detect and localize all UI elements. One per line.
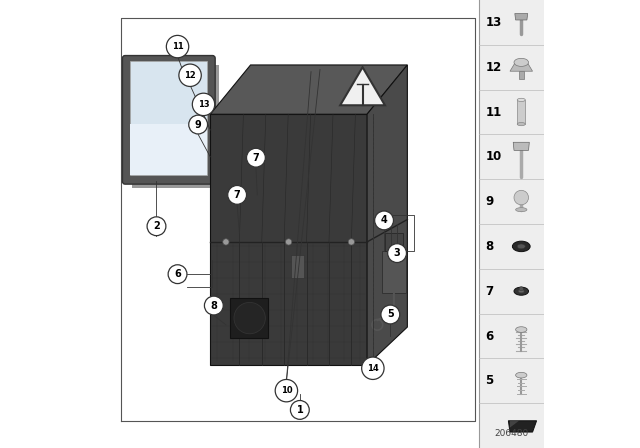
Polygon shape [132, 65, 220, 188]
Circle shape [275, 379, 298, 402]
Circle shape [179, 64, 201, 86]
Ellipse shape [514, 287, 529, 295]
Circle shape [223, 239, 229, 245]
FancyBboxPatch shape [122, 56, 215, 184]
Text: 10: 10 [280, 386, 292, 395]
Polygon shape [382, 251, 406, 293]
Polygon shape [508, 421, 536, 432]
Text: 5: 5 [387, 310, 394, 319]
Circle shape [166, 35, 189, 58]
Polygon shape [517, 100, 525, 124]
Circle shape [234, 302, 266, 334]
Text: 11: 11 [172, 42, 184, 51]
Text: 12: 12 [485, 60, 502, 74]
Text: 12: 12 [184, 71, 196, 80]
Text: 6: 6 [174, 269, 181, 279]
Polygon shape [210, 65, 407, 114]
Circle shape [246, 148, 266, 167]
Text: 4: 4 [381, 215, 387, 225]
Ellipse shape [516, 372, 527, 378]
Circle shape [519, 287, 524, 291]
Circle shape [291, 401, 309, 419]
FancyBboxPatch shape [385, 233, 403, 251]
Text: 13: 13 [198, 100, 209, 109]
Polygon shape [510, 63, 532, 71]
Polygon shape [210, 114, 367, 365]
Text: 8: 8 [211, 301, 217, 310]
Polygon shape [340, 67, 385, 105]
Text: 7: 7 [234, 190, 241, 200]
Polygon shape [510, 421, 519, 427]
Text: 6: 6 [485, 329, 493, 343]
Circle shape [362, 357, 384, 379]
Text: 7: 7 [485, 284, 493, 298]
Ellipse shape [517, 244, 525, 249]
Circle shape [374, 211, 394, 230]
Text: 2: 2 [153, 221, 160, 231]
Ellipse shape [516, 208, 527, 212]
Circle shape [228, 185, 246, 204]
Circle shape [193, 93, 215, 116]
Polygon shape [367, 65, 407, 365]
Ellipse shape [513, 241, 530, 252]
Polygon shape [230, 298, 269, 338]
Bar [479, 0, 544, 448]
Circle shape [204, 296, 223, 315]
Circle shape [168, 265, 187, 284]
FancyBboxPatch shape [131, 124, 207, 175]
FancyBboxPatch shape [131, 61, 207, 175]
Ellipse shape [517, 122, 525, 126]
Polygon shape [515, 13, 528, 20]
Text: 5: 5 [485, 374, 493, 388]
Text: 13: 13 [485, 16, 502, 29]
Ellipse shape [517, 98, 525, 102]
Circle shape [147, 217, 166, 236]
Circle shape [285, 239, 292, 245]
Text: 9: 9 [485, 195, 493, 208]
Text: 1: 1 [296, 405, 303, 415]
Text: 9: 9 [195, 120, 202, 129]
Text: 10: 10 [485, 150, 502, 164]
Circle shape [514, 190, 529, 205]
Text: 206480: 206480 [495, 429, 529, 438]
Ellipse shape [518, 289, 524, 293]
Polygon shape [513, 142, 529, 151]
Text: 11: 11 [485, 105, 502, 119]
Circle shape [388, 244, 406, 263]
Text: 8: 8 [485, 240, 493, 253]
Circle shape [348, 239, 355, 245]
Ellipse shape [516, 327, 527, 332]
Ellipse shape [514, 58, 529, 66]
Polygon shape [291, 255, 305, 278]
Circle shape [381, 305, 400, 324]
Circle shape [189, 115, 207, 134]
Text: 7: 7 [253, 153, 259, 163]
Polygon shape [519, 71, 524, 79]
Text: 3: 3 [394, 248, 401, 258]
Text: 14: 14 [367, 364, 379, 373]
